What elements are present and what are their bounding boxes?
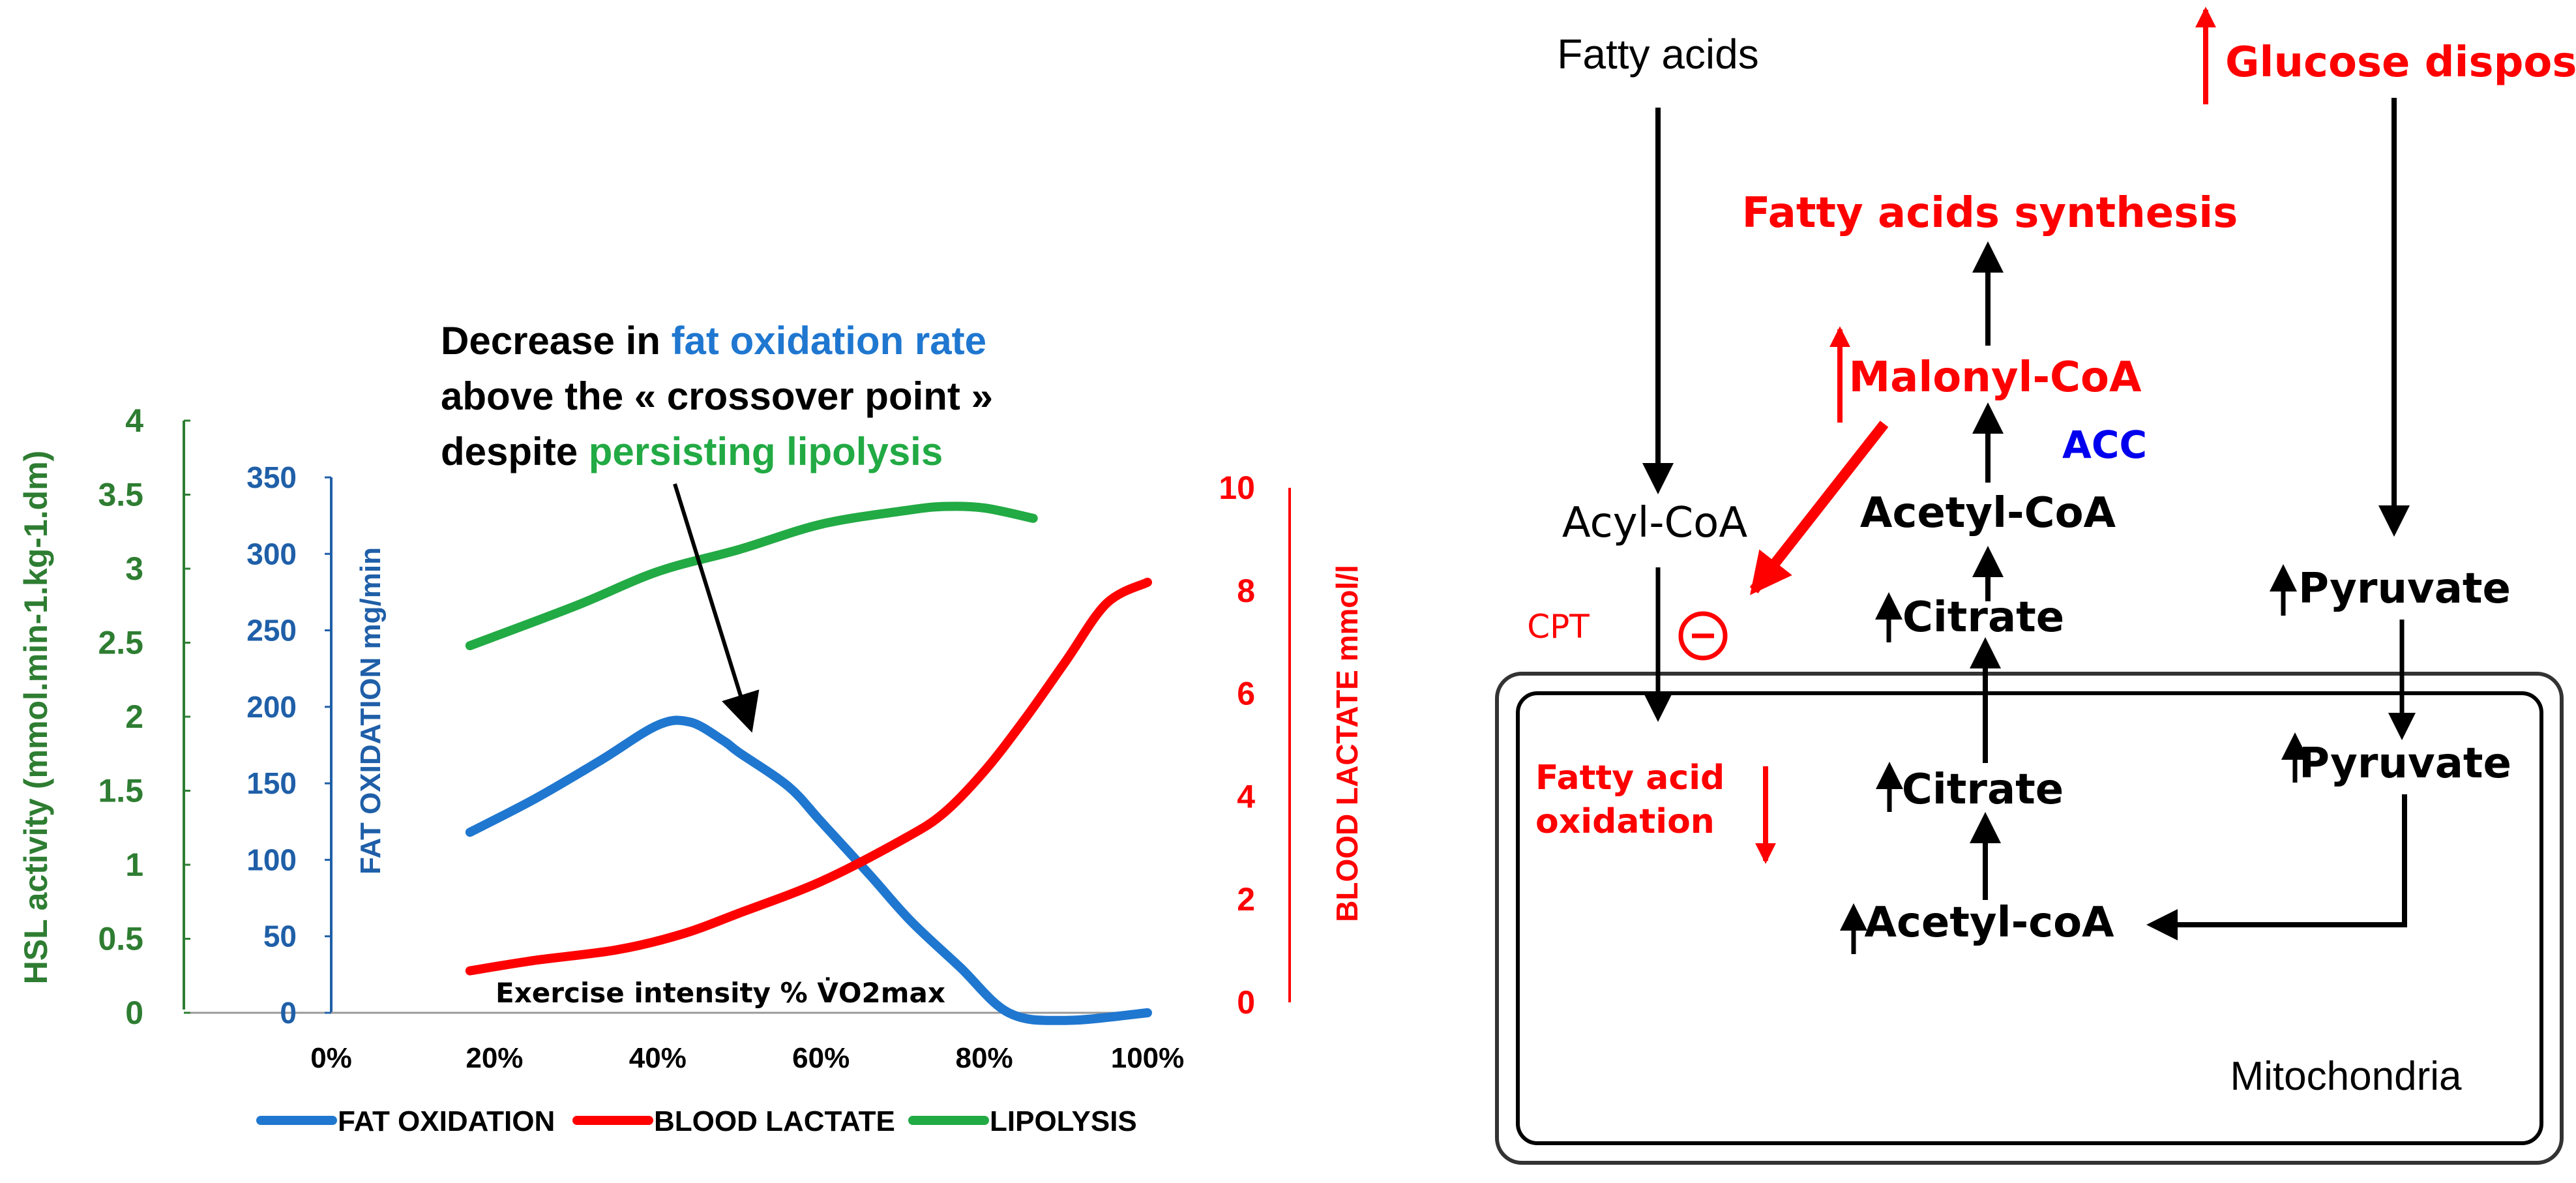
hsl-tick-label: 1 [125, 846, 143, 883]
x-tick-label: 0% [310, 1042, 352, 1074]
mitochondria-outer-membrane [1495, 672, 2564, 1165]
label-acetyl-coa: Acetyl-CoA [1860, 489, 2116, 537]
series-line-blood-lactate [465, 577, 1152, 976]
label-cpt: CPT [1527, 608, 1590, 646]
hsl-tick-label: 0.5 [98, 921, 143, 957]
annotation-line-2: above the « crossover point » [441, 374, 993, 418]
label-pyruvate-cytosol: Pyruvate [2298, 565, 2511, 613]
fat-tick-label: 150 [246, 766, 297, 800]
label-acc: ACC [2062, 423, 2147, 467]
annotation-arrow [673, 483, 760, 733]
annotation-persisting-lipolysis: persisting lipolysis [589, 430, 943, 473]
inhibition-icon [1678, 611, 1728, 661]
hsl-tick-label: 0 [125, 995, 143, 1031]
label-acyl-coa: Acyl-CoA [1562, 499, 1747, 547]
hsl-axis-title: HSL activity (mmol.min-1.kg-1.dm) [18, 451, 54, 985]
fat-tick-label: 300 [246, 537, 297, 571]
x-tick-label: 100% [1111, 1042, 1185, 1074]
x-tick-label: 80% [956, 1042, 1013, 1074]
hsl-tick-label: 2 [125, 698, 143, 735]
label-fatty-acid-oxidation-2: oxidation [1535, 802, 1715, 841]
annotation-fat-oxidation-rate: fat oxidation rate [672, 319, 986, 363]
lactate-tick-label: 8 [1237, 573, 1255, 609]
malonyl-inhibition-arrow [1749, 421, 1889, 595]
x-tick-label: 40% [629, 1042, 687, 1074]
annotation-line-1: Decrease in fat oxidation rate [441, 319, 986, 363]
arrow-pyruvate-to-acetyl-coa [2146, 794, 2407, 940]
fat-axis-title: FAT OXIDATION mg/min [355, 547, 387, 875]
label-malonyl-coa: Malonyl-CoA [1848, 353, 2142, 402]
mitochondria-inner-membrane [1516, 691, 2543, 1145]
label-glucose-disposal: Glucose disposal [2225, 38, 2576, 87]
annotation-line-3: despite persisting lipolysis [441, 430, 943, 473]
x-tick-label: 60% [792, 1042, 850, 1074]
fat-tick-label: 0 [280, 996, 297, 1030]
hsl-tick-label: 3 [125, 550, 143, 587]
label-pyruvate-mito: Pyruvate [2299, 740, 2511, 788]
label-citrate-cytosol: Citrate [1902, 593, 2064, 642]
x-axis-title: Exercise intensity % V̇O2max [496, 976, 945, 1009]
hsl-tick-label: 2.5 [98, 625, 143, 661]
lactate-tick-label: 6 [1237, 676, 1255, 712]
label-fatty-acids: Fatty acids [1557, 31, 1758, 78]
label-acetyl-coa-mito: Acetyl-coA [1864, 899, 2114, 947]
series-line-lipolysis [465, 502, 1038, 651]
lactate-axis-title: BLOOD LACTATE mmol/l [1330, 565, 1364, 922]
legend-label: BLOOD LACTATE [654, 1105, 895, 1137]
label-fatty-acid-oxidation-1: Fatty acid [1535, 758, 1725, 798]
x-tick-label: 20% [466, 1042, 523, 1074]
lactate-tick-label: 2 [1237, 881, 1255, 918]
legend-label: LIPOLYSIS [990, 1105, 1137, 1137]
annotation-line-1-start: Decrease in [441, 319, 672, 363]
lactate-tick-label: 0 [1237, 984, 1255, 1021]
series-line-fat-oxidation [465, 715, 1152, 1025]
label-fatty-acids-synthesis: Fatty acids synthesis [1742, 189, 2238, 237]
label-mitochondria: Mitochondria [2230, 1054, 2462, 1099]
hsl-tick-label: 4 [125, 402, 143, 439]
crossover-chart: HSL activity (mmol.min-1.kg-1.dm) FAT OX… [18, 319, 1364, 1137]
legend-label: FAT OXIDATION [338, 1105, 555, 1137]
lactate-tick-label: 10 [1219, 470, 1255, 506]
annotation-line-3-start: despite [441, 430, 589, 473]
fat-tick-label: 250 [246, 614, 297, 648]
fat-tick-label: 200 [246, 690, 297, 724]
fat-tick-label: 50 [263, 920, 297, 953]
fat-tick-label: 100 [246, 843, 297, 876]
hsl-tick-label: 3.5 [98, 477, 143, 513]
hsl-tick-label: 1.5 [98, 773, 143, 809]
fat-tick-label: 350 [246, 460, 297, 494]
lactate-tick-label: 4 [1237, 778, 1255, 815]
label-citrate-mito: Citrate [1902, 766, 2064, 814]
